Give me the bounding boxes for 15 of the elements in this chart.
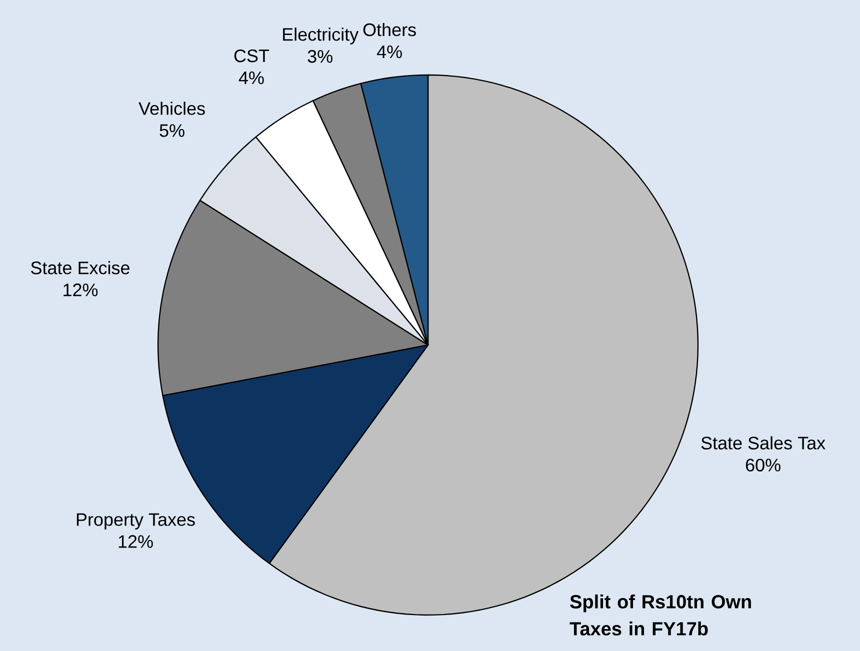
data-label: 4% [376,45,402,58]
slice-label: CST [234,49,270,62]
data-label: 5% [160,124,184,137]
slice-label: Vehicles [138,102,205,115]
slice-label: Electricity [283,28,359,44]
text: Split of Rs10tn Own Taxes in FY17b [570,594,751,636]
slice-label: Property Taxes [76,513,195,530]
data-label: 60% [746,458,780,472]
data-label: 3% [308,50,332,63]
slice-label: State Excise [31,261,130,274]
data-label: 4% [238,72,264,84]
slice-label: Others [363,22,416,36]
data-label: 12% [64,284,98,296]
slice-label: State Sales Tax [701,436,826,450]
data-label: 12% [118,535,153,548]
